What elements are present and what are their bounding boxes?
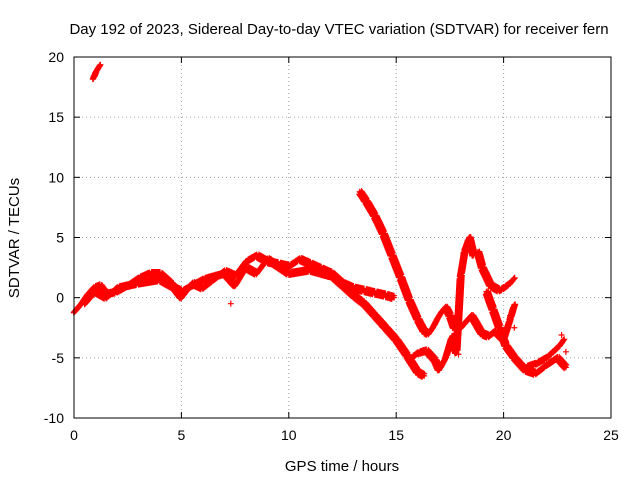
series-descending-track: [356, 188, 458, 338]
series-main-track-b: [81, 255, 428, 380]
y-tick-label: 20: [48, 49, 64, 65]
y-tick-label: -5: [52, 350, 65, 366]
x-tick-label: 15: [388, 427, 404, 443]
data-point: [507, 312, 514, 319]
series-recovery-track: [408, 234, 478, 374]
x-tick-label: 25: [603, 427, 619, 443]
y-tick-label: 10: [48, 169, 64, 185]
series-late-track-d: [522, 336, 568, 372]
data-point: [227, 300, 234, 307]
x-axis-title: GPS time / hours: [285, 458, 399, 475]
x-tick-label: 20: [496, 427, 512, 443]
series-marker-trail: [522, 336, 568, 372]
series-marker-trail: [474, 248, 518, 295]
series-marker-trail: [408, 234, 478, 374]
data-series: [70, 61, 570, 380]
y-axis-title: SDTVAR / TECUs: [6, 178, 23, 298]
series-marker-trail: [89, 61, 104, 83]
series-marker-trail: [81, 255, 428, 380]
x-tick-label: 0: [70, 427, 78, 443]
y-tick-label: 5: [56, 230, 64, 246]
y-tick-label: -10: [44, 410, 64, 426]
y-tick-label: 15: [48, 109, 64, 125]
series-late-track-b: [474, 248, 518, 295]
series-marker-trail: [482, 288, 570, 378]
series-early-outlier: [89, 61, 104, 83]
grid: [74, 57, 611, 418]
series-scattered-points: [227, 300, 569, 358]
chart-title: Day 192 of 2023, Sidereal Day-to-day VTE…: [69, 21, 608, 38]
x-tick-label: 5: [178, 427, 186, 443]
data-point: [558, 331, 565, 338]
data-point: [562, 348, 569, 355]
data-point: [511, 324, 518, 331]
ticks: 0 5 10 15 20 25 -10 -5 0 5 10 15 20: [44, 49, 619, 443]
series-late-track-c: [482, 288, 570, 378]
data-point: [455, 351, 462, 358]
x-tick-label: 10: [281, 427, 297, 443]
series-marker-trail: [356, 188, 458, 338]
y-tick-label: 0: [56, 290, 64, 306]
